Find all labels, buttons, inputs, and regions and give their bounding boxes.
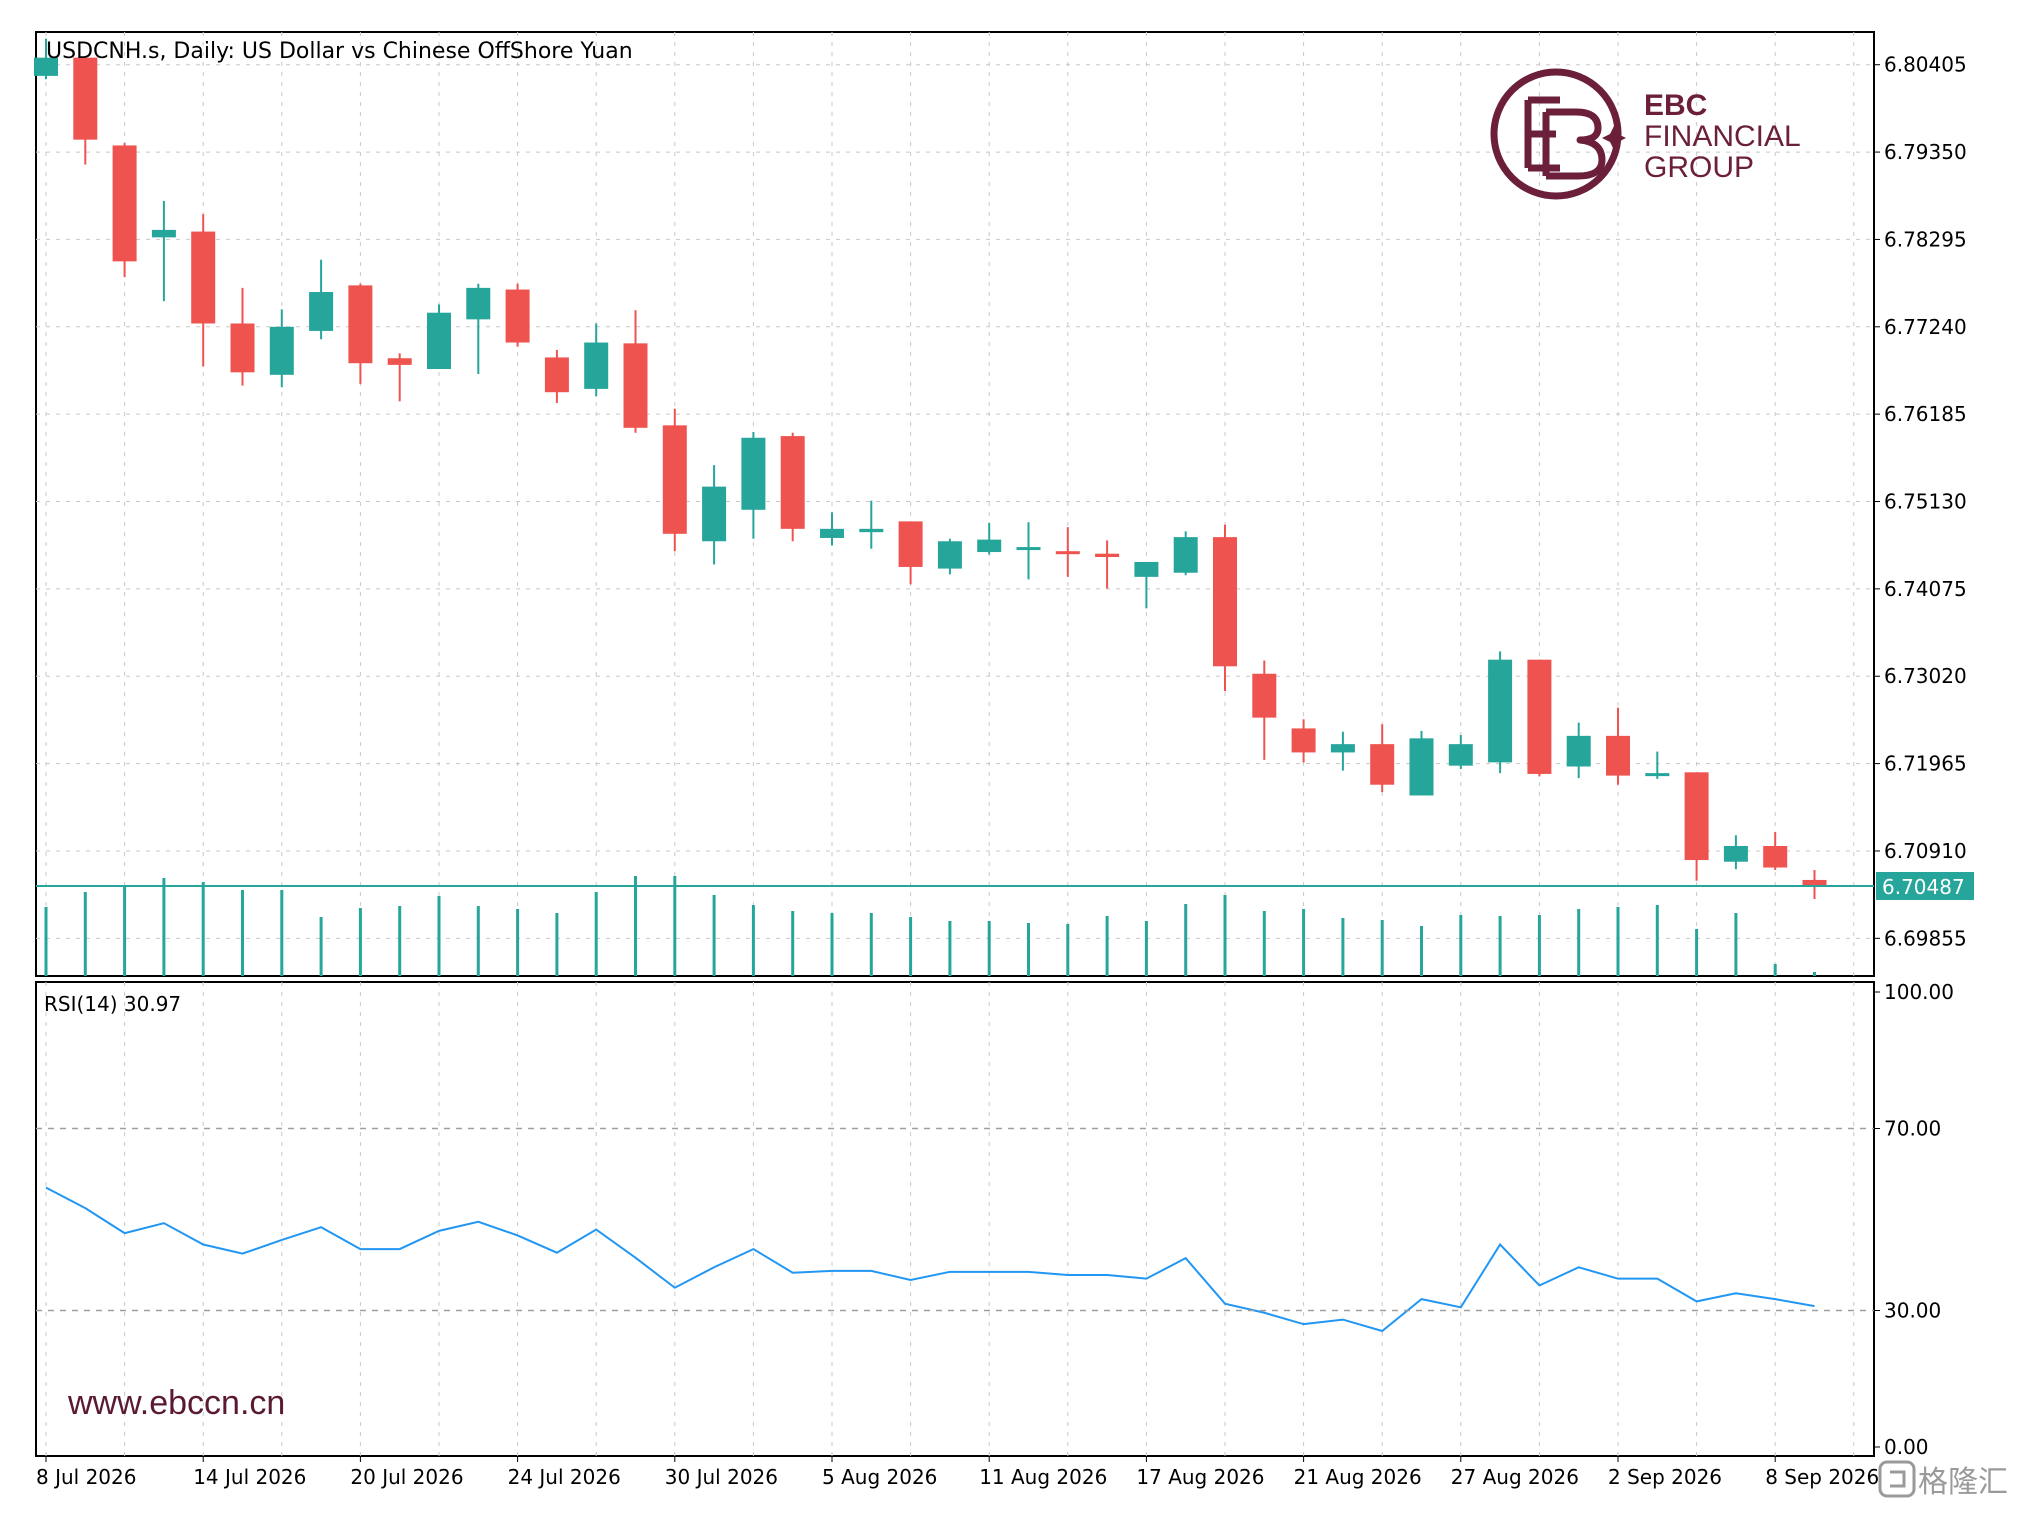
candle-body (1370, 744, 1395, 785)
rsi-tick-label: 30.00 (1884, 1299, 1941, 1323)
candle-body (1566, 735, 1591, 767)
candle-body (1291, 728, 1316, 753)
price-tick-label: 6.74075 (1884, 577, 1967, 601)
candle-body (1016, 547, 1041, 551)
candle-body (505, 289, 530, 343)
candle-body (1448, 744, 1473, 766)
candle-body (1409, 738, 1434, 796)
time-tick-label: 11 Aug 2026 (979, 1465, 1107, 1489)
candle-body (1095, 553, 1120, 557)
time-tick-label: 8 Sep 2026 (1765, 1465, 1879, 1489)
candle-body (623, 343, 648, 428)
watermark-text: 格隆汇 (1918, 1465, 2008, 1500)
price-tick-label: 6.69855 (1884, 926, 1967, 950)
price-tick-label: 6.76185 (1884, 402, 1967, 426)
candle-body (191, 231, 216, 324)
watermark: 格隆汇 (1878, 1460, 2008, 1500)
candle-body (662, 425, 687, 534)
price-tick-label: 6.70910 (1884, 839, 1967, 863)
time-tick-label: 5 Aug 2026 (822, 1465, 937, 1489)
price-tick-label: 6.71965 (1884, 752, 1967, 776)
candle-body (1606, 735, 1630, 776)
price-tick-label: 6.80405 (1884, 53, 1967, 77)
price-tick-label: 6.77240 (1884, 315, 1967, 339)
time-tick-label: 21 Aug 2026 (1294, 1465, 1422, 1489)
candle-body (937, 541, 962, 569)
volume-bars (44, 876, 1816, 976)
candlestick-series (34, 38, 1827, 899)
candle-body (387, 358, 412, 365)
time-tick-label: 14 Jul 2026 (193, 1465, 306, 1489)
price-tick-label: 6.73020 (1884, 664, 1967, 688)
logo-text-ebc: EBC (1644, 89, 1707, 122)
candle-body (1527, 659, 1552, 774)
rsi-panel-frame (35, 981, 1875, 1457)
candle-body (427, 312, 451, 370)
candle-body (112, 145, 137, 262)
price-tick-label: 6.78295 (1884, 227, 1967, 251)
candle-body (1684, 772, 1709, 861)
time-tick-label: 20 Jul 2026 (350, 1465, 463, 1489)
time-tick-label: 2 Sep 2026 (1608, 1465, 1722, 1489)
candle-body (309, 292, 334, 331)
current-price-box (1876, 871, 1974, 900)
candle-body (466, 287, 491, 320)
candle-body (1645, 773, 1670, 777)
candle-body (1723, 845, 1748, 862)
candle-body (977, 539, 1002, 553)
candle-body (73, 57, 98, 140)
time-tick-label: 27 Aug 2026 (1451, 1465, 1579, 1489)
candle-body (544, 357, 569, 393)
candle-body (1330, 744, 1355, 753)
candle-body (780, 436, 805, 529)
candle-body (1763, 845, 1788, 868)
current-price-label: 6.70487 (1882, 875, 1965, 899)
candle-body (859, 528, 884, 533)
logo-text-financial: FINANCIAL (1644, 120, 1801, 153)
candle-body (584, 342, 609, 389)
candle-body (1488, 659, 1513, 763)
chart-title: USDCNH.s, Daily: US Dollar vs Chinese Of… (46, 39, 633, 64)
rsi-tick-label: 100.00 (1884, 980, 1954, 1004)
rsi-tick-label: 0.00 (1884, 1435, 1929, 1459)
price-panel-frame (35, 31, 1875, 977)
time-tick-label: 17 Aug 2026 (1136, 1465, 1264, 1489)
logo-text-group: GROUP (1644, 151, 1754, 184)
candle-body (1134, 561, 1159, 577)
price-tick-label: 6.79350 (1884, 140, 1967, 164)
website-text: www.ebccn.cn (67, 1384, 285, 1422)
candle-body (230, 323, 255, 373)
candle-body (1173, 537, 1198, 573)
time-tick-label: 24 Jul 2026 (508, 1465, 621, 1489)
rsi-tick-label: 70.00 (1884, 1117, 1941, 1141)
price-tick-label: 6.75130 (1884, 490, 1967, 514)
rsi-axis: 100.00 70.00 30.00 0.00 (36, 980, 1954, 1459)
rsi-series (45, 1186, 1815, 1333)
time-tick-label: 30 Jul 2026 (665, 1465, 778, 1489)
candle-body (820, 528, 844, 538)
time-tick-label: 8 Jul 2026 (36, 1465, 136, 1489)
candle-body (1213, 537, 1237, 667)
candle-body (269, 326, 294, 375)
rsi-label: RSI(14) 30.97 (44, 992, 181, 1016)
price-axis: 6.80405 6.79350 6.78295 6.77240 6.76185 6.751… (1874, 53, 1967, 950)
rsi-line (45, 1186, 1815, 1333)
ebc-logo: EBC FINANCIAL GROUP (1490, 68, 1801, 200)
candle-body (1252, 673, 1277, 718)
time-axis: 8 Jul 2026 14 Jul 2026 20 Jul 2026 24 Jul 2… (36, 1456, 1879, 1489)
candle-body (348, 285, 373, 364)
candle-body (741, 437, 766, 510)
candle-body (1055, 551, 1080, 555)
candle-body (1802, 879, 1827, 886)
candle-body (702, 486, 727, 542)
candle-body (34, 57, 58, 76)
candle-body (151, 229, 176, 238)
candle-body (898, 521, 923, 567)
